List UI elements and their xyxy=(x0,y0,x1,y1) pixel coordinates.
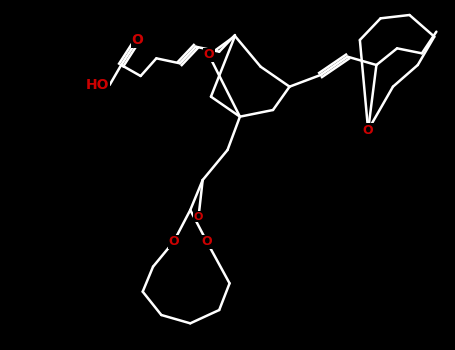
Text: O: O xyxy=(363,124,374,136)
Text: O: O xyxy=(202,235,212,248)
Text: HO: HO xyxy=(86,78,110,92)
Text: O: O xyxy=(131,33,143,47)
Text: O: O xyxy=(168,235,179,248)
Text: O: O xyxy=(203,49,214,62)
Text: O: O xyxy=(194,212,203,222)
